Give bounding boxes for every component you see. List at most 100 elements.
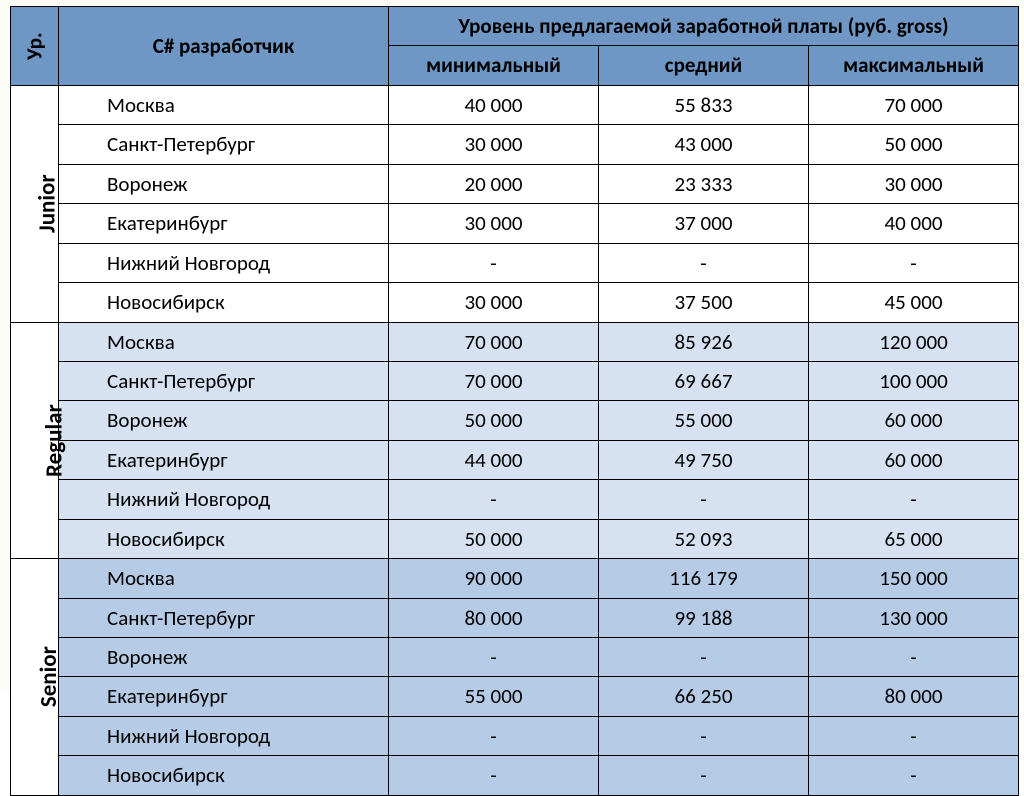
min-cell: 50 000 — [389, 519, 599, 558]
salary-table: Ур. C# разработчик Уровень предлагаемой … — [10, 6, 1019, 796]
min-cell: 70 000 — [389, 361, 599, 400]
min-cell: 20 000 — [389, 164, 599, 203]
city-cell: Новосибирск — [59, 519, 389, 558]
max-cell: - — [809, 243, 1019, 282]
city-cell: Нижний Новгород — [59, 480, 389, 519]
min-cell: 30 000 — [389, 283, 599, 322]
avg-cell: 23 333 — [599, 164, 809, 203]
avg-cell: - — [599, 716, 809, 755]
min-cell: 30 000 — [389, 125, 599, 164]
min-cell: - — [389, 756, 599, 795]
min-cell: 70 000 — [389, 322, 599, 361]
table-row: SeniorМосква90 000116 179150 000 — [11, 559, 1019, 598]
avg-cell: 43 000 — [599, 125, 809, 164]
avg-cell: 37 500 — [599, 283, 809, 322]
table-row: Санкт-Петербург70 00069 667100 000 — [11, 361, 1019, 400]
header-col-max: максимальный — [809, 46, 1019, 85]
header-role: C# разработчик — [59, 7, 389, 86]
city-cell: Екатеринбург — [59, 204, 389, 243]
level-cell: Regular — [11, 322, 59, 559]
avg-cell: - — [599, 480, 809, 519]
table-row: Екатеринбург44 00049 75060 000 — [11, 440, 1019, 479]
max-cell: 150 000 — [809, 559, 1019, 598]
avg-cell: 52 093 — [599, 519, 809, 558]
header-col-min: минимальный — [389, 46, 599, 85]
max-cell: 80 000 — [809, 677, 1019, 716]
avg-cell: 69 667 — [599, 361, 809, 400]
city-cell: Москва — [59, 559, 389, 598]
table-row: Новосибирск30 00037 50045 000 — [11, 283, 1019, 322]
min-cell: 90 000 — [389, 559, 599, 598]
table-row: Екатеринбург55 00066 25080 000 — [11, 677, 1019, 716]
table-body: JuniorМосква40 00055 83370 000Санкт-Пете… — [11, 85, 1019, 795]
table-row: RegularМосква70 00085 926120 000 — [11, 322, 1019, 361]
min-cell: 55 000 — [389, 677, 599, 716]
table-container: { "header": { "level_abbr": "Ур.", "role… — [0, 0, 1024, 691]
table-row: Нижний Новгород--- — [11, 243, 1019, 282]
avg-cell: - — [599, 638, 809, 677]
table-row: Воронеж50 00055 00060 000 — [11, 401, 1019, 440]
avg-cell: - — [599, 756, 809, 795]
city-cell: Новосибирск — [59, 283, 389, 322]
min-cell: 80 000 — [389, 598, 599, 637]
table-row: Нижний Новгород--- — [11, 480, 1019, 519]
avg-cell: 85 926 — [599, 322, 809, 361]
table-header: Ур. C# разработчик Уровень предлагаемой … — [11, 7, 1019, 86]
min-cell: - — [389, 716, 599, 755]
city-cell: Нижний Новгород — [59, 243, 389, 282]
header-col-avg: средний — [599, 46, 809, 85]
level-label: Regular — [39, 404, 72, 477]
min-cell: - — [389, 480, 599, 519]
level-label: Junior — [32, 174, 65, 233]
level-cell: Senior — [11, 559, 59, 796]
city-cell: Воронеж — [59, 164, 389, 203]
avg-cell: 55 000 — [599, 401, 809, 440]
table-row: Новосибирск--- — [11, 756, 1019, 795]
max-cell: 60 000 — [809, 401, 1019, 440]
max-cell: - — [809, 638, 1019, 677]
city-cell: Москва — [59, 85, 389, 124]
max-cell: 70 000 — [809, 85, 1019, 124]
city-cell: Санкт-Петербург — [59, 361, 389, 400]
avg-cell: 66 250 — [599, 677, 809, 716]
max-cell: 60 000 — [809, 440, 1019, 479]
min-cell: 30 000 — [389, 204, 599, 243]
max-cell: 30 000 — [809, 164, 1019, 203]
city-cell: Санкт-Петербург — [59, 598, 389, 637]
min-cell: 40 000 — [389, 85, 599, 124]
table-row: JuniorМосква40 00055 83370 000 — [11, 85, 1019, 124]
max-cell: - — [809, 480, 1019, 519]
max-cell: 100 000 — [809, 361, 1019, 400]
max-cell: - — [809, 756, 1019, 795]
city-cell: Екатеринбург — [59, 440, 389, 479]
header-salary-group: Уровень предлагаемой заработной платы (р… — [389, 7, 1019, 46]
city-cell: Воронеж — [59, 638, 389, 677]
max-cell: 50 000 — [809, 125, 1019, 164]
city-cell: Новосибирск — [59, 756, 389, 795]
min-cell: - — [389, 243, 599, 282]
avg-cell: - — [599, 243, 809, 282]
city-cell: Воронеж — [59, 401, 389, 440]
min-cell: - — [389, 638, 599, 677]
avg-cell: 37 000 — [599, 204, 809, 243]
header-level-label: Ур. — [19, 32, 49, 60]
min-cell: 50 000 — [389, 401, 599, 440]
table-row: Воронеж20 00023 33330 000 — [11, 164, 1019, 203]
level-label: Senior — [33, 646, 66, 707]
max-cell: 45 000 — [809, 283, 1019, 322]
city-cell: Санкт-Петербург — [59, 125, 389, 164]
avg-cell: 49 750 — [599, 440, 809, 479]
min-cell: 44 000 — [389, 440, 599, 479]
max-cell: 40 000 — [809, 204, 1019, 243]
table-row: Воронеж--- — [11, 638, 1019, 677]
level-cell: Junior — [11, 85, 59, 322]
table-row: Санкт-Петербург80 00099 188130 000 — [11, 598, 1019, 637]
max-cell: - — [809, 716, 1019, 755]
avg-cell: 116 179 — [599, 559, 809, 598]
city-cell: Москва — [59, 322, 389, 361]
city-cell: Нижний Новгород — [59, 716, 389, 755]
table-row: Санкт-Петербург30 00043 00050 000 — [11, 125, 1019, 164]
avg-cell: 99 188 — [599, 598, 809, 637]
city-cell: Екатеринбург — [59, 677, 389, 716]
header-level: Ур. — [11, 7, 59, 86]
